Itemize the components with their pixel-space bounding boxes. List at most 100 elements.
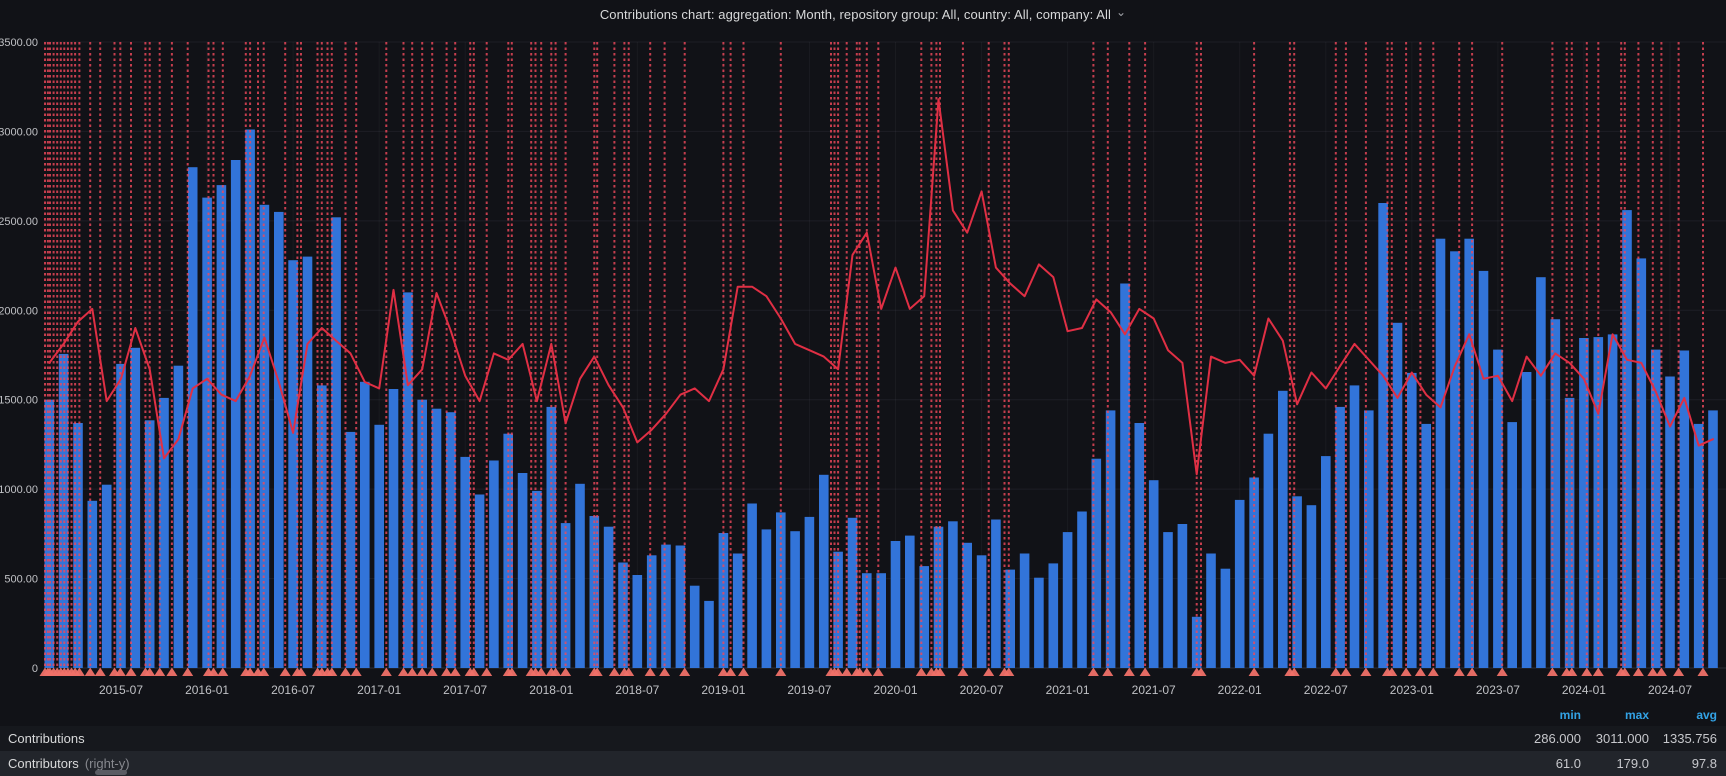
bar: [876, 573, 886, 668]
annotation-triangle-icon: [841, 667, 853, 676]
svg-text:1500.00: 1500.00: [0, 395, 38, 407]
annotation-triangle-icon: [1619, 667, 1631, 676]
annotation-triangle-icon: [182, 667, 194, 676]
svg-text:2022-07: 2022-07: [1304, 683, 1348, 697]
bar: [732, 553, 743, 668]
legend-row-contributors: Contributors (right-y) 61.0 179.0 97.8: [0, 751, 1726, 776]
annotation-triangle-icon: [468, 667, 480, 676]
bar: [1105, 410, 1116, 668]
legend-series-contributions[interactable]: Contributions: [8, 731, 85, 746]
annotation-triangle-icon: [1288, 667, 1300, 676]
annotation-triangle-icon: [861, 667, 873, 676]
bar: [159, 397, 169, 668]
bar: [73, 423, 83, 668]
bar: [1378, 203, 1388, 668]
annotation-triangle-icon: [406, 667, 418, 676]
contributors-min: 61.0: [1555, 756, 1581, 771]
svg-text:2015-07: 2015-07: [99, 683, 143, 697]
legend-header-min: min: [1559, 708, 1581, 722]
bar: [962, 542, 972, 668]
bar: [618, 562, 628, 668]
annotation-triangle-icon: [775, 667, 787, 676]
bar: [173, 365, 184, 668]
bar: [689, 585, 700, 668]
bar: [819, 474, 829, 668]
bar: [905, 535, 915, 668]
bar: [503, 433, 513, 668]
bar: [1564, 397, 1575, 668]
annotation-triangle-icon: [84, 667, 96, 676]
bar: [446, 412, 456, 668]
panel-title-menu[interactable]: Contributions chart: aggregation: Month,…: [600, 6, 1126, 22]
annotation-triangle-icon: [1655, 667, 1667, 676]
svg-text:2021-07: 2021-07: [1132, 683, 1176, 697]
contributions-chart[interactable]: 0 500.00 1000.00 1500.00 2000.00 2500.00 3000.…: [0, 28, 1726, 704]
annotation-markers[interactable]: [39, 667, 1709, 677]
annotation-triangle-icon: [380, 667, 392, 676]
annotation-triangle-icon: [623, 667, 635, 676]
bar: [646, 555, 657, 668]
bar: [1163, 532, 1173, 668]
annotation-triangle-icon: [295, 667, 307, 676]
bar: [1091, 458, 1102, 668]
bar: [1005, 569, 1015, 668]
annotation-triangle-icon: [608, 667, 620, 676]
annotation-triangle-icon: [350, 667, 362, 676]
bar: [1464, 238, 1474, 668]
annotation-triangle-icon: [416, 667, 428, 676]
annotation-triangle-icon: [481, 667, 493, 676]
bar: [1636, 258, 1647, 668]
contributors-max: 179.0: [1616, 756, 1649, 771]
annotation-triangle-icon: [1400, 667, 1412, 676]
svg-text:2000.00: 2000.00: [0, 305, 38, 317]
annotation-triangle-icon: [934, 667, 946, 676]
annotation-triangle-icon: [73, 667, 85, 676]
bar: [360, 381, 370, 668]
annotation-triangle-icon: [717, 667, 729, 676]
bar: [575, 483, 585, 668]
bar: [1450, 251, 1460, 669]
bar: [1349, 385, 1360, 668]
bar: [718, 533, 729, 668]
svg-text:2023-01: 2023-01: [1390, 683, 1434, 697]
annotation-triangle-icon: [208, 667, 219, 676]
svg-text:2016-07: 2016-07: [271, 683, 315, 697]
annotation-triangle-icon: [535, 667, 547, 676]
y-axis-labels: 0 500.00 1000.00 1500.00 2000.00 2500.00 3000.…: [0, 37, 38, 675]
annotation-triangle-icon: [550, 667, 562, 676]
svg-text:2022-01: 2022-01: [1218, 683, 1262, 697]
contributors-avg: 97.8: [1691, 756, 1717, 771]
bar: [790, 531, 800, 668]
bar: [1206, 553, 1216, 668]
bar: [130, 347, 141, 668]
bar: [1034, 577, 1044, 668]
annotation-triangle-icon: [125, 667, 137, 676]
svg-text:3500.00: 3500.00: [0, 37, 38, 49]
annotation-triangle-icon: [340, 667, 351, 676]
bar: [1622, 210, 1632, 668]
right-y-suffix: (right-y): [84, 756, 130, 771]
bar: [1478, 270, 1489, 668]
annotation-triangle-icon: [114, 667, 126, 676]
horizontal-scrollbar-thumb[interactable]: [95, 770, 127, 775]
annotation-triangle-icon: [1673, 667, 1685, 676]
bar: [1521, 372, 1532, 668]
bar: [704, 600, 714, 668]
bar: [890, 541, 901, 668]
annotation-triangle-icon: [1248, 667, 1260, 676]
contributors-line: [48, 98, 1714, 476]
x-axis-labels: 2015-07 2016-01 2016-07 2017-01 2017-07 2018-…: [99, 683, 1692, 697]
bar: [1493, 349, 1503, 668]
svg-text:2020-01: 2020-01: [873, 683, 917, 697]
legend-series-contributors[interactable]: Contributors (right-y): [8, 756, 130, 771]
bar: [1593, 337, 1604, 668]
bar: [976, 555, 987, 668]
bar: [1148, 480, 1159, 668]
annotation-triangle-icon: [279, 667, 291, 676]
annotation-triangle-icon: [560, 667, 572, 676]
annotation-triangle-icon: [506, 667, 518, 676]
annotation-triangle-icon: [1581, 667, 1593, 676]
bar: [1249, 477, 1259, 668]
svg-text:0: 0: [32, 663, 38, 675]
bar: [603, 526, 614, 668]
